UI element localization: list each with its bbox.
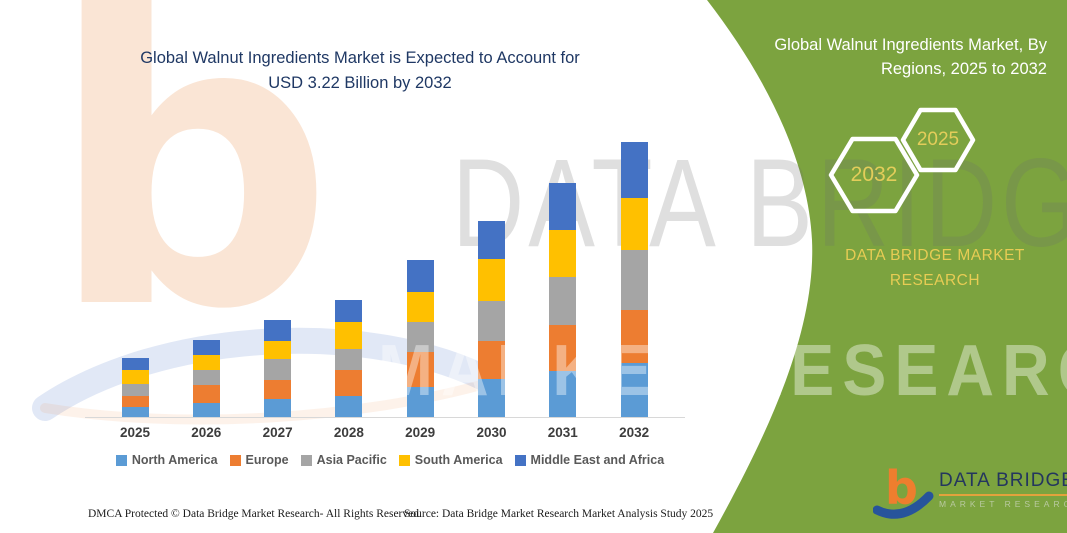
- bar-segment: [264, 320, 292, 341]
- hexagon-badges-icon: [828, 107, 976, 214]
- side-panel-title-line1: Global Walnut Ingredients Market, By: [774, 36, 1047, 54]
- logo-name: DATA BRIDGE: [939, 470, 1067, 496]
- x-axis-label: 2028: [333, 425, 364, 440]
- bar-segment: [335, 349, 363, 370]
- bar-segment: [192, 370, 220, 385]
- brand-text: DATA BRIDGE MARKET RESEARCH: [800, 243, 1067, 293]
- x-axis-label: 2025: [119, 425, 151, 440]
- legend-item: North America: [115, 453, 218, 467]
- x-axis-label: 2027: [262, 425, 293, 440]
- x-axis-labels: 2025 2026 2027 2028 2029 2030 2031 2032: [85, 425, 685, 443]
- side-panel-title: Global Walnut Ingredients Market, By Reg…: [735, 33, 1047, 81]
- bar-segment: [478, 221, 505, 259]
- bar-segment: [192, 355, 220, 370]
- footer-source-text: Source: Data Bridge Market Research Mark…: [404, 508, 714, 520]
- bar-segment: [620, 363, 648, 417]
- legend-item: South America: [398, 453, 503, 467]
- bar-segment: [335, 300, 363, 322]
- bar-segment: [192, 340, 220, 355]
- x-axis-label: 2029: [405, 425, 436, 440]
- bar-segment: [549, 325, 577, 371]
- stacked-bar-2029: [406, 260, 434, 417]
- legend-label: South America: [414, 453, 503, 467]
- bar-segment: [478, 259, 505, 301]
- hexagon-year-2032: 2032: [850, 163, 898, 186]
- bar-segment: [549, 230, 577, 277]
- bar-segment: [121, 370, 149, 384]
- legend-label: Asia Pacific: [316, 453, 387, 467]
- bar-segment: [192, 385, 220, 403]
- bar-segment: [620, 250, 648, 310]
- x-axis-label: 2032: [619, 425, 650, 440]
- bar-segment: [478, 301, 505, 341]
- bar-segment: [620, 142, 648, 198]
- chart-title-line2: USD 3.22 Billion by 2032: [268, 74, 452, 92]
- bar-segment: [264, 380, 292, 399]
- legend-swatch-icon: [229, 454, 241, 466]
- chart-legend: North America Europe Asia Pacific South Ame…: [80, 453, 700, 467]
- chart-title: Global Walnut Ingredients Market is Expe…: [85, 46, 635, 96]
- legend-swatch-icon: [514, 454, 526, 466]
- bar-segment: [121, 407, 149, 417]
- bar-segment: [549, 371, 577, 417]
- bar-segment: [478, 379, 505, 417]
- stacked-bar-2027: [264, 320, 292, 417]
- legend-swatch-icon: [115, 454, 127, 466]
- watermark-market-research-text: MARKET RESEARCH: [378, 329, 1067, 411]
- logo-subtitle: MARKET RESEARCH: [939, 499, 1067, 509]
- x-axis-label: 2026: [191, 425, 222, 440]
- bar-segment: [478, 341, 505, 379]
- bar-segment: [121, 384, 149, 396]
- bar-segment: [620, 310, 648, 363]
- data-bridge-logo-mark-icon: b: [873, 461, 934, 519]
- bar-segment: [549, 277, 577, 325]
- footer-dmca-text: DMCA Protected © Data Bridge Market Rese…: [88, 508, 422, 520]
- bar-segment: [549, 183, 577, 230]
- bar-segment: [121, 396, 149, 407]
- x-axis-label: 2031: [547, 425, 578, 440]
- legend-label: North America: [131, 453, 218, 467]
- stacked-bar-2032: [620, 142, 648, 417]
- x-axis-label: 2030: [476, 425, 507, 440]
- bar-segment: [406, 352, 434, 387]
- bar-segment: [406, 260, 434, 292]
- stacked-bar-2028: [335, 300, 363, 417]
- bar-segment: [121, 358, 149, 370]
- side-panel-title-line2: Regions, 2025 to 2032: [880, 60, 1047, 78]
- bar-segment: [406, 387, 434, 417]
- legend-item: Asia Pacific: [300, 453, 387, 467]
- stacked-bar-chart: [85, 110, 685, 418]
- legend-label: Europe: [245, 453, 289, 467]
- bar-segment: [406, 292, 434, 322]
- bar-segment: [335, 322, 363, 349]
- bar-segment: [264, 399, 292, 417]
- bar-segment: [406, 322, 434, 352]
- bar-segment: [335, 370, 363, 396]
- chart-title-line1: Global Walnut Ingredients Market is Expe…: [140, 49, 580, 67]
- data-bridge-logo: b DATA BRIDGE MARKET RESEARCH: [873, 460, 1067, 520]
- legend-item: Europe: [229, 453, 289, 467]
- brand-text-line1: DATA BRIDGE MARKET: [845, 247, 1025, 264]
- stacked-bar-2026: [192, 340, 220, 417]
- bar-segment: [620, 198, 648, 250]
- stacked-bar-2030: [478, 221, 505, 417]
- brand-text-line2: RESEARCH: [889, 272, 981, 289]
- hexagon-year-2025: 2025: [916, 129, 960, 150]
- bar-segment: [335, 396, 363, 417]
- bar-segment: [264, 359, 292, 380]
- stacked-bar-2025: [121, 358, 149, 417]
- bar-segment: [264, 341, 292, 359]
- bar-segment: [192, 403, 220, 417]
- legend-swatch-icon: [398, 454, 410, 466]
- legend-label: Middle East and Africa: [530, 453, 665, 467]
- legend-item: Middle East and Africa: [514, 453, 665, 467]
- legend-swatch-icon: [300, 454, 312, 466]
- stacked-bar-2031: [549, 183, 577, 417]
